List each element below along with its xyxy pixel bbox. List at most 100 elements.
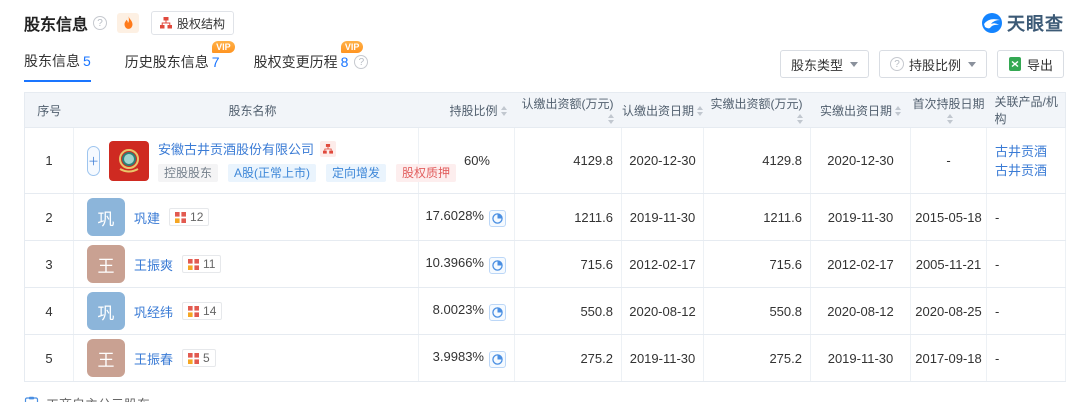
col-first-holding-date[interactable]: 首次持股日期 (910, 92, 987, 128)
subscribed-amount-cell: 550.8 (514, 287, 622, 335)
ratio-filter-dropdown[interactable]: ? 持股比例 (878, 50, 987, 78)
row-index: 4 (24, 287, 74, 335)
related-product-link[interactable]: 古井贡酒 (995, 143, 1048, 159)
row-index: 2 (24, 193, 74, 241)
col-paid-amount[interactable]: 实缴出资额(万元) (703, 92, 811, 128)
tag-controlling-shareholder: 控股股东 (158, 164, 219, 182)
brand-name: 天眼查 (1007, 14, 1064, 34)
tab-label: 股东信息 (24, 53, 80, 69)
mini-equity-structure-icon[interactable] (320, 140, 337, 157)
sort-icon[interactable] (947, 114, 953, 125)
export-label: 导出 (1026, 57, 1053, 73)
pie-chart-icon[interactable] (489, 209, 506, 227)
tab-count: 5 (83, 53, 91, 69)
col-shareholder-name: 股东名称 (73, 92, 419, 128)
related-product-link[interactable]: 古井贡酒 (995, 162, 1048, 178)
footnote-label: 工商自主公示股东 (46, 394, 150, 402)
related-companies-badge[interactable]: 5 (182, 349, 216, 367)
related-companies-badge[interactable]: 12 (169, 208, 210, 226)
shareholder-person-link[interactable]: 王振爽 (134, 257, 174, 273)
expand-button[interactable]: ＋ (87, 145, 100, 176)
panel-header: 股东信息 ? 股权结构 天眼查 (24, 10, 1064, 36)
paid-amount-cell: 715.6 (703, 240, 811, 288)
table-toolbar: 股东类型 ? 持股比例 导出 (779, 50, 1064, 82)
col-subscribed-amount[interactable]: 认缴出资额(万元) (514, 92, 622, 128)
table-row: 4 巩 巩经纬 14 8.0023% (24, 287, 1066, 335)
hot-flame-icon[interactable] (117, 13, 140, 33)
table-row: 5 王 王振春 5 3.9983% (24, 334, 1066, 382)
paid-date-cell: 2012-02-17 (810, 240, 911, 288)
tab-bar: 股东信息 5 历史股东信息 7 VIP 股权变更历程 8 VIP ? (24, 41, 369, 82)
org-chart-icon (160, 17, 173, 29)
sort-icon[interactable] (500, 106, 507, 117)
related-companies-badge[interactable]: 11 (182, 255, 222, 273)
shareholder-type-dropdown[interactable]: 股东类型 (779, 50, 869, 78)
help-icon[interactable]: ? (93, 16, 108, 30)
related-companies-count: 12 (190, 210, 204, 224)
paid-amount-cell: 550.8 (703, 287, 811, 335)
paid-date-cell: 2019-11-30 (810, 334, 911, 382)
related-companies-count: 11 (203, 257, 216, 271)
row-index: 1 (24, 127, 74, 194)
related-products-cell: - (986, 193, 1066, 241)
related-grid-icon (175, 211, 187, 223)
tab-shareholder-info[interactable]: 股东信息 5 (24, 51, 91, 82)
org-chart-icon (323, 143, 334, 154)
related-companies-count: 14 (203, 304, 217, 318)
sort-icon[interactable] (895, 106, 901, 117)
related-companies-badge[interactable]: 14 (182, 302, 223, 320)
shareholder-person-link[interactable]: 巩经纬 (134, 304, 174, 320)
tab-count: 7 (211, 54, 220, 70)
pie-chart-icon[interactable] (489, 303, 506, 321)
flame-icon (124, 16, 133, 29)
company-emblem-icon (119, 148, 139, 172)
subscribed-amount-cell: 1211.6 (514, 193, 622, 241)
vip-badge: VIP (340, 41, 364, 53)
paid-date-cell: 2019-11-30 (810, 193, 911, 241)
first-holding-date-cell: 2005-11-21 (910, 240, 987, 288)
shareholder-person-link[interactable]: 巩建 (134, 210, 161, 226)
col-paid-date[interactable]: 实缴出资日期 (810, 92, 911, 128)
ratio-cell: 60% (418, 127, 515, 194)
sort-icon[interactable] (697, 106, 703, 117)
subscribed-amount-cell: 4129.8 (514, 127, 622, 194)
shareholder-person-link[interactable]: 王振春 (134, 351, 174, 367)
subscribed-date-cell: 2012-02-17 (621, 240, 704, 288)
row-index: 3 (24, 240, 74, 288)
tag-private-placement: 定向增发 (326, 164, 387, 182)
first-holding-date-cell: 2020-08-25 (910, 287, 987, 335)
table-row: 2 巩 巩建 12 17.6028% (24, 193, 1066, 241)
company-logo (109, 140, 149, 181)
sort-icon[interactable] (607, 114, 614, 125)
pie-chart-icon[interactable] (489, 256, 506, 274)
related-products-cell: - (986, 287, 1066, 335)
related-grid-icon (188, 305, 200, 317)
paid-amount-cell: 1211.6 (703, 193, 811, 241)
chevron-down-icon (967, 61, 976, 67)
pie-chart-icon[interactable] (489, 350, 506, 368)
paid-date-cell: 2020-12-30 (810, 127, 911, 194)
equity-structure-label: 股权结构 (177, 16, 226, 31)
subscribed-date-cell: 2019-11-30 (621, 334, 704, 382)
equity-structure-button[interactable]: 股权结构 (151, 11, 235, 35)
table-row: 1 ＋ (24, 127, 1066, 194)
tab-history-shareholders[interactable]: 历史股东信息 7 VIP (125, 41, 235, 82)
tab-equity-change-history[interactable]: 股权变更历程 8 VIP ? (254, 41, 369, 82)
tag-equity-pledge: 股权质押 (396, 164, 457, 182)
first-holding-date-cell: 2015-05-18 (910, 193, 987, 241)
col-subscribed-date[interactable]: 认缴出资日期 (621, 92, 704, 128)
subscribed-amount-cell: 275.2 (514, 334, 622, 382)
tab-toolbar-row: 股东信息 5 历史股东信息 7 VIP 股权变更历程 8 VIP ? 股东类型 (24, 41, 1064, 82)
help-icon[interactable]: ? (354, 55, 369, 69)
export-button[interactable]: 导出 (996, 50, 1064, 78)
paid-amount-cell: 275.2 (703, 334, 811, 382)
sort-icon[interactable] (796, 114, 803, 125)
shareholder-company-link[interactable]: 安徽古井贡酒股份有限公司 (158, 142, 315, 157)
ratio-value: 17.6028% (425, 207, 484, 223)
row-index: 5 (24, 334, 74, 382)
avatar: 巩 (87, 198, 125, 236)
tag-a-share-listed: A股(正常上市) (228, 164, 317, 182)
col-ratio[interactable]: 持股比例 (418, 92, 515, 128)
paid-amount-cell: 4129.8 (703, 127, 811, 194)
